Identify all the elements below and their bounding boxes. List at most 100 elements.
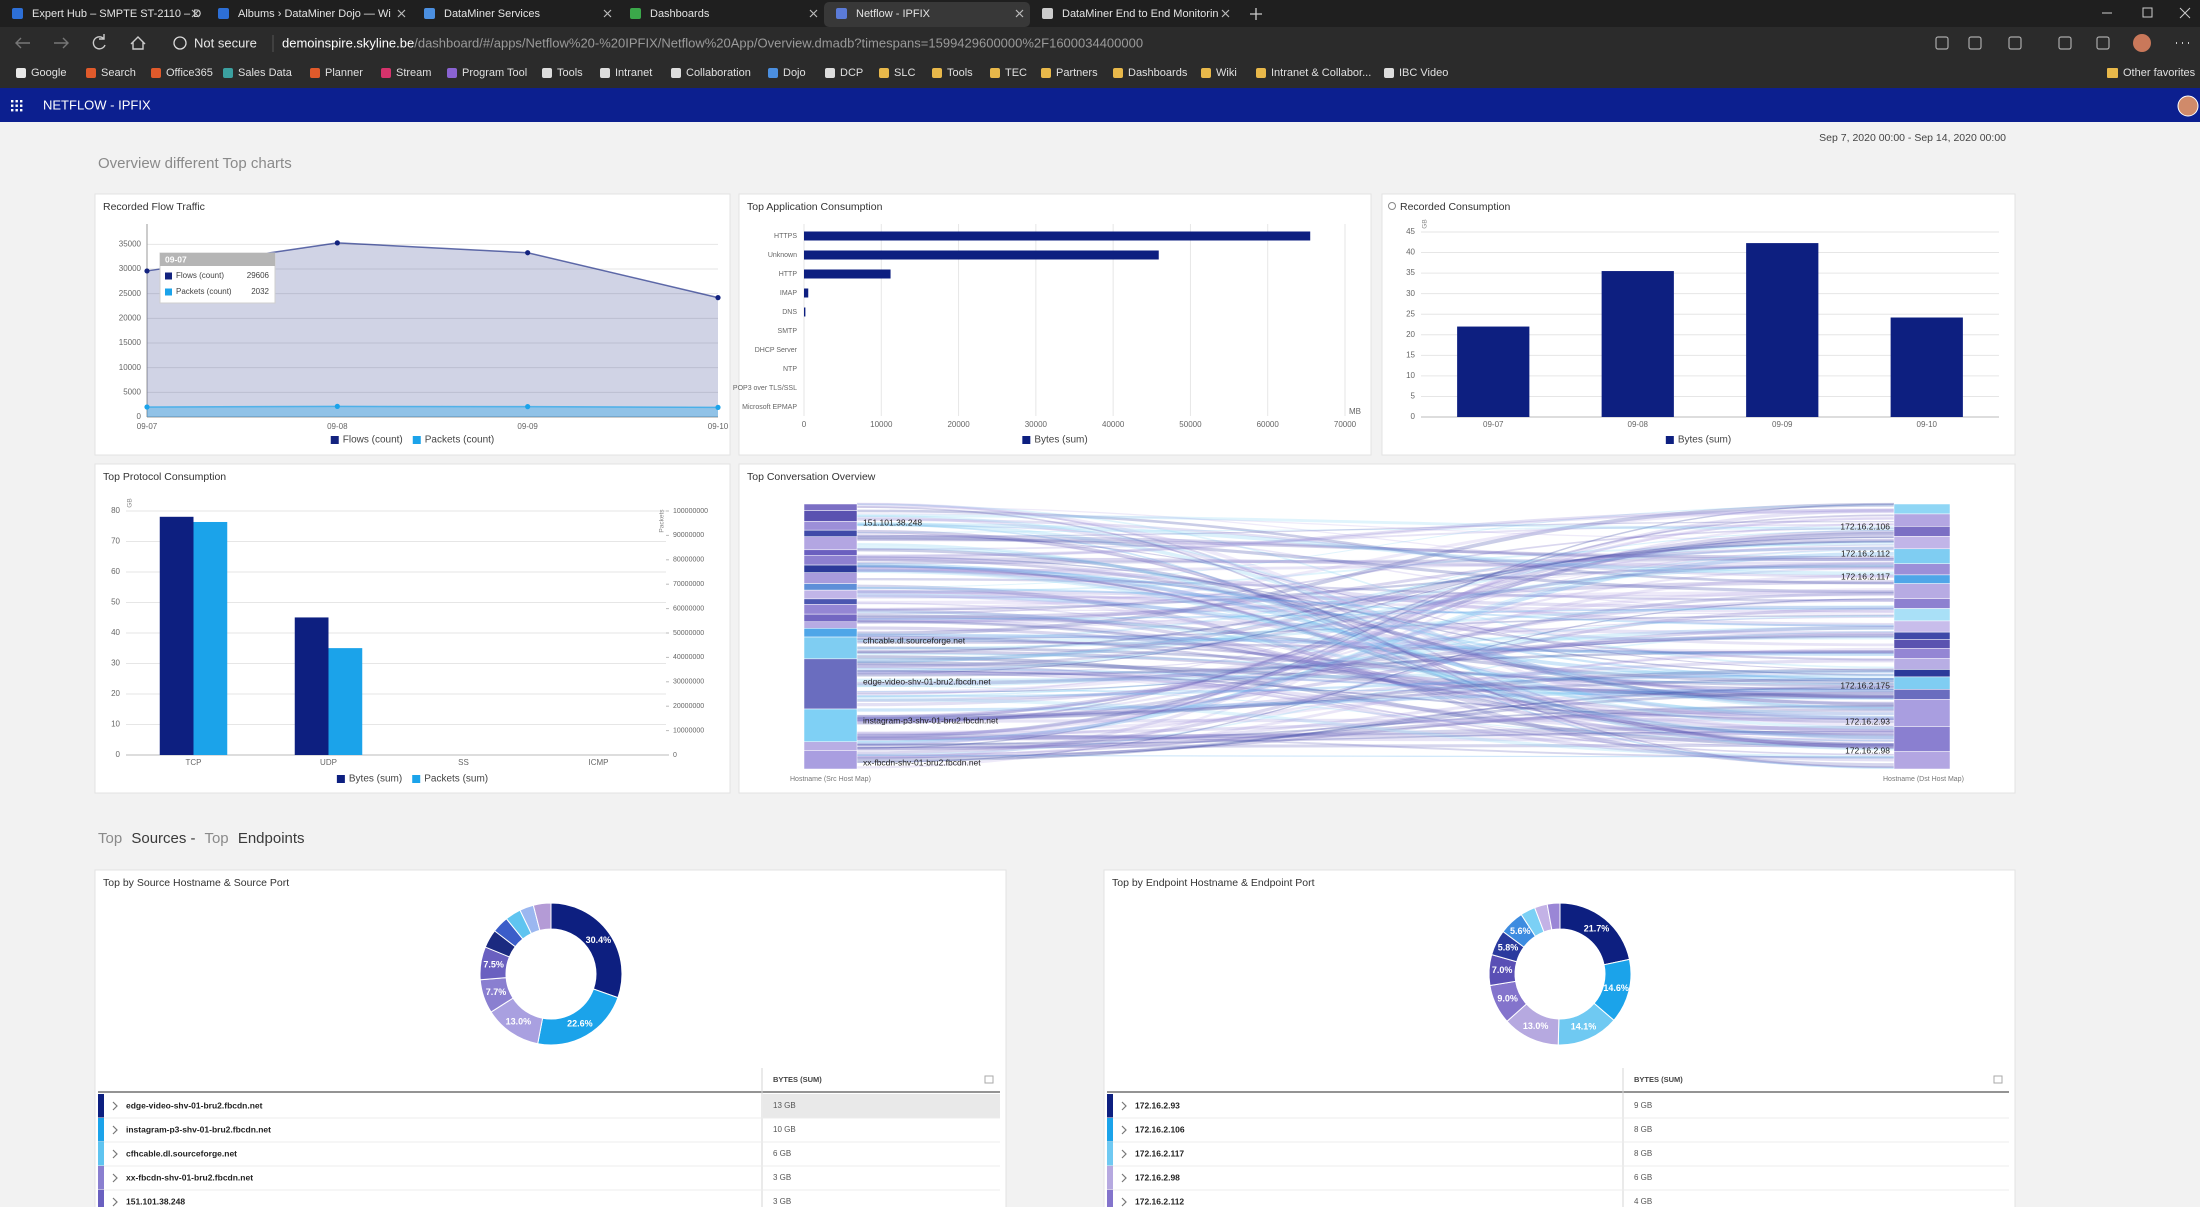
sankey-node[interactable] <box>803 549 858 556</box>
tab-close[interactable] <box>191 9 200 18</box>
sankey-node[interactable] <box>803 564 858 573</box>
profile-avatar[interactable] <box>2133 34 2151 52</box>
url-host[interactable]: demoinspire.skyline.be <box>282 35 414 50</box>
bookmark[interactable]: Wiki <box>1201 67 1237 79</box>
point[interactable] <box>334 403 340 409</box>
bookmark[interactable]: Tools <box>932 67 973 79</box>
row-expand[interactable] <box>1121 1173 1127 1183</box>
tab-close[interactable] <box>1221 9 1230 18</box>
home[interactable] <box>130 36 146 50</box>
sankey-node[interactable] <box>1893 631 1951 640</box>
point[interactable] <box>525 404 531 410</box>
bookmark[interactable]: Tools <box>542 67 583 79</box>
sankey-node[interactable] <box>1893 689 1951 700</box>
sankey-node[interactable] <box>803 604 858 615</box>
sankey-node[interactable] <box>1893 676 1951 690</box>
donut-slice[interactable] <box>532 902 552 932</box>
bookmark[interactable]: IBC Video <box>1384 67 1448 79</box>
bar[interactable] <box>1601 271 1674 417</box>
bar[interactable] <box>193 521 228 755</box>
bar[interactable] <box>159 516 194 755</box>
bar[interactable] <box>804 269 891 279</box>
sankey-node[interactable] <box>1893 563 1951 576</box>
sankey-node[interactable] <box>1893 513 1951 527</box>
sankey-node[interactable] <box>1893 751 1951 770</box>
row-expand[interactable] <box>112 1101 118 1111</box>
row-expand[interactable] <box>1121 1101 1127 1111</box>
sankey-node[interactable] <box>1893 699 1951 727</box>
sankey-node[interactable] <box>803 583 858 591</box>
tab-close[interactable] <box>809 9 818 18</box>
forward[interactable] <box>54 37 69 49</box>
table-row[interactable]: 172.16.2.117 8 GB <box>1107 1142 2009 1167</box>
toolbar-icon[interactable] <box>1935 36 1949 50</box>
bookmark[interactable]: SLC <box>879 67 915 79</box>
sankey-node[interactable] <box>1893 620 1951 633</box>
sankey-node[interactable] <box>1893 548 1951 564</box>
table-row[interactable]: cfhcable.dl.sourceforge.net 6 GB <box>98 1142 1000 1167</box>
sankey-node[interactable] <box>803 589 858 600</box>
apps-icon-dot[interactable] <box>11 109 14 112</box>
sankey-node[interactable] <box>803 598 858 605</box>
bookmark[interactable]: Stream <box>381 67 431 79</box>
other-favorites[interactable]: Other favorites <box>2123 67 2196 79</box>
sankey-node[interactable] <box>1893 658 1951 670</box>
bookmark[interactable]: Sales Data <box>223 67 293 79</box>
target-label[interactable]: 172.16.2.112 <box>1841 548 1890 558</box>
apps-icon-dot[interactable] <box>11 104 14 107</box>
new-tab[interactable] <box>1250 8 1262 20</box>
tab[interactable]: Dashboards <box>630 8 818 20</box>
sankey-node[interactable] <box>803 536 858 551</box>
sankey-node[interactable] <box>803 658 858 710</box>
donut-slice[interactable] <box>1546 902 1561 931</box>
table-row[interactable]: instagram-p3-shv-01-bru2.fbcdn.net 10 GB <box>98 1118 1000 1143</box>
bar[interactable] <box>804 288 809 298</box>
source-label[interactable]: cfhcable.dl.sourceforge.net <box>863 635 966 645</box>
source-label[interactable]: 151.101.38.248 <box>863 517 922 527</box>
row-expand[interactable] <box>112 1125 118 1135</box>
source-label[interactable]: instagram-p3-shv-01-bru2.fbcdn.net <box>863 715 999 725</box>
point[interactable] <box>144 268 150 274</box>
toolbar-icon[interactable] <box>2096 36 2110 50</box>
sankey-node[interactable] <box>1893 669 1951 678</box>
sankey-node[interactable] <box>1893 583 1951 599</box>
url-path[interactable]: /dashboard/#/apps/Netflow%20-%20IPFIX/Ne… <box>414 35 1143 50</box>
sankey-node[interactable] <box>1893 648 1951 659</box>
sankey-node[interactable] <box>803 621 858 629</box>
table-row[interactable]: 151.101.38.248 3 GB <box>98 1190 1000 1207</box>
bookmark[interactable]: Partners <box>1041 67 1098 79</box>
bookmark[interactable]: Planner <box>310 67 363 79</box>
apps-icon-dot[interactable] <box>20 104 23 107</box>
sankey-node[interactable] <box>803 529 858 537</box>
security-label[interactable]: Not secure <box>194 35 257 50</box>
tab-close[interactable] <box>1015 9 1024 18</box>
row-expand[interactable] <box>112 1173 118 1183</box>
bookmark[interactable]: Dashboards <box>1113 67 1188 79</box>
row-expand[interactable] <box>1121 1149 1127 1159</box>
close-window[interactable] <box>2179 7 2191 19</box>
bookmark[interactable]: TEC <box>990 67 1027 79</box>
target-label[interactable]: 172.16.2.93 <box>1845 716 1890 726</box>
sankey-node[interactable] <box>803 510 858 522</box>
table-row[interactable]: 172.16.2.112 4 GB <box>1107 1190 2009 1207</box>
user-avatar[interactable] <box>2177 95 2199 117</box>
tab[interactable]: Albums › DataMiner Dojo — Wi <box>218 8 406 20</box>
row-expand[interactable] <box>112 1197 118 1207</box>
sankey-node[interactable] <box>1893 536 1951 550</box>
bookmark[interactable]: Collaboration <box>671 67 751 79</box>
sankey-node[interactable] <box>1893 639 1951 649</box>
source-label[interactable]: xx-fbcdn-shv-01-bru2.fbcdn.net <box>863 757 981 767</box>
bookmark[interactable]: Dojo <box>768 67 806 79</box>
sankey-node[interactable] <box>803 613 858 623</box>
tab-close[interactable] <box>603 9 612 18</box>
point[interactable] <box>525 250 531 256</box>
target-label[interactable]: 172.16.2.175 <box>1840 680 1890 690</box>
bar[interactable] <box>328 648 363 755</box>
toolbar-icon[interactable] <box>2058 36 2072 50</box>
bar[interactable] <box>804 307 806 317</box>
point[interactable] <box>715 404 721 410</box>
tab[interactable]: Expert Hub – SMPTE ST-2110 – D <box>12 8 201 20</box>
sankey-node[interactable] <box>803 750 858 770</box>
sankey-node[interactable] <box>803 521 858 531</box>
source-label[interactable]: edge-video-shv-01-bru2.fbcdn.net <box>863 676 991 686</box>
